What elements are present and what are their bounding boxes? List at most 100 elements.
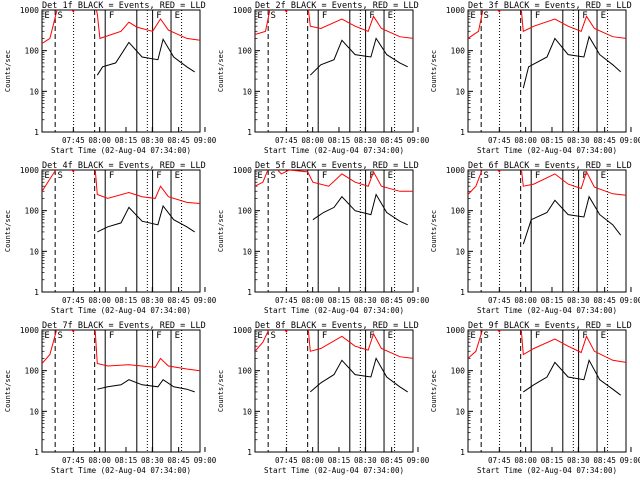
series-events-line xyxy=(309,357,408,393)
region-label: F xyxy=(322,171,327,181)
x-tick-label: 08:30 xyxy=(567,456,590,465)
y-tick-label: 10 xyxy=(455,87,465,96)
panel-1: Det_1f BLACK = Events, RED = LLD 1 10 100 10… xyxy=(4,1,217,155)
y-tick-label: 10 xyxy=(242,407,252,416)
y-tick-label: 10 xyxy=(29,87,39,96)
panel-9: Det_9f BLACK = Events, RED = LLD 1 10 100 10… xyxy=(430,321,640,475)
y-axis-label: Counts/sec xyxy=(217,50,225,92)
chart-title: Det_4f BLACK = Events, RED = LLD xyxy=(42,161,206,171)
panel-3: Det_3f BLACK = Events, RED = LLD 1 10 100 10… xyxy=(430,1,640,155)
region-label: E xyxy=(470,171,475,181)
y-tick-label: 1 xyxy=(34,288,39,297)
x-tick-label: 08:00 xyxy=(514,456,537,465)
chart-title: Det_5f BLACK = Events, RED = LLD xyxy=(255,161,419,171)
x-tick-label: 08:45 xyxy=(593,456,616,465)
x-tick-label: 08:30 xyxy=(141,296,164,305)
x-tick-label: 09:00 xyxy=(407,296,430,305)
x-tick-label: 08:45 xyxy=(593,296,616,305)
x-tick-label: 07:45 xyxy=(275,456,298,465)
x-axis-label: Start Time (02-Aug-04 07:34:00) xyxy=(51,466,191,475)
y-tick-label: 1 xyxy=(460,128,465,137)
region-label: E xyxy=(175,331,180,341)
chart-title: Det_2f BLACK = Events, RED = LLD xyxy=(255,1,419,11)
x-tick-label: 07:45 xyxy=(62,456,85,465)
x-tick-label: 08:00 xyxy=(301,136,324,145)
y-tick-label: 1 xyxy=(460,448,465,457)
series-lld-line xyxy=(468,10,626,39)
x-tick-label: 08:30 xyxy=(354,456,377,465)
y-tick-label: 10 xyxy=(455,407,465,416)
x-tick-label: 08:00 xyxy=(514,136,537,145)
plot-frame xyxy=(254,169,414,293)
y-tick-label: 1000 xyxy=(20,326,39,335)
chart-title: Det_6f BLACK = Events, RED = LLD xyxy=(468,161,632,171)
plot-frame xyxy=(467,169,627,293)
region-label: E xyxy=(44,171,49,181)
series-events-line xyxy=(97,379,195,393)
region-label: F xyxy=(535,171,540,181)
series-lld-line xyxy=(42,330,200,372)
y-tick-label: 10 xyxy=(29,407,39,416)
series-events-line xyxy=(522,195,622,245)
region-label: E xyxy=(175,11,180,21)
x-tick-label: 09:00 xyxy=(620,456,640,465)
x-tick-label: 08:00 xyxy=(301,456,324,465)
y-tick-label: 1 xyxy=(247,128,252,137)
region-label: F xyxy=(109,11,114,21)
plot-frame xyxy=(467,329,627,453)
y-tick-label: 10 xyxy=(242,87,252,96)
region-label: F xyxy=(535,11,540,21)
region-label: E xyxy=(44,331,49,341)
y-tick-label: 10 xyxy=(455,247,465,256)
x-tick-label: 07:45 xyxy=(62,136,85,145)
x-tick-label: 08:45 xyxy=(167,296,190,305)
region-label: E xyxy=(257,331,262,341)
panel-7: Det_7f BLACK = Events, RED = LLD 1 10 100 10… xyxy=(4,321,217,475)
x-tick-label: 09:00 xyxy=(194,136,217,145)
series-lld-line xyxy=(255,330,413,359)
x-axis-label: Start Time (02-Aug-04 07:34:00) xyxy=(264,146,404,155)
region-label: F xyxy=(369,11,374,21)
x-tick-label: 09:00 xyxy=(620,136,640,145)
x-tick-label: 09:00 xyxy=(620,296,640,305)
x-tick-label: 07:45 xyxy=(275,136,298,145)
region-label: S xyxy=(483,11,488,21)
series-events-line xyxy=(309,37,408,76)
region-label: S xyxy=(483,171,488,181)
y-tick-label: 100 xyxy=(451,367,466,376)
series-lld-line xyxy=(42,10,200,44)
region-label: F xyxy=(322,11,327,21)
series-lld-line xyxy=(255,170,413,192)
y-tick-label: 1000 xyxy=(233,326,252,335)
y-tick-label: 1000 xyxy=(20,6,39,15)
region-label: F xyxy=(322,331,327,341)
y-axis-label: Counts/sec xyxy=(4,370,12,412)
region-label: F xyxy=(582,331,587,341)
x-tick-label: 08:45 xyxy=(167,456,190,465)
y-tick-label: 100 xyxy=(238,367,253,376)
y-axis-label: Counts/sec xyxy=(430,370,438,412)
region-label: F xyxy=(109,171,114,181)
x-axis-label: Start Time (02-Aug-04 07:34:00) xyxy=(264,466,404,475)
y-tick-label: 100 xyxy=(25,207,40,216)
x-tick-label: 08:30 xyxy=(141,456,164,465)
panel-4: Det_4f BLACK = Events, RED = LLD 1 10 100 10… xyxy=(4,161,217,315)
x-tick-label: 08:00 xyxy=(88,296,111,305)
region-label: E xyxy=(601,331,606,341)
y-tick-label: 100 xyxy=(25,367,40,376)
x-tick-label: 07:45 xyxy=(488,456,511,465)
y-axis-label: Counts/sec xyxy=(217,210,225,252)
y-tick-label: 1000 xyxy=(446,6,465,15)
y-tick-label: 1 xyxy=(34,448,39,457)
y-tick-label: 1 xyxy=(247,448,252,457)
region-label: S xyxy=(57,11,62,21)
x-axis-label: Start Time (02-Aug-04 07:34:00) xyxy=(51,146,191,155)
region-label: E xyxy=(257,171,262,181)
x-tick-label: 08:15 xyxy=(541,296,564,305)
x-axis-label: Start Time (02-Aug-04 07:34:00) xyxy=(51,306,191,315)
x-tick-label: 07:45 xyxy=(62,296,85,305)
x-tick-label: 07:45 xyxy=(488,136,511,145)
series-events-line xyxy=(97,204,195,233)
x-tick-label: 08:45 xyxy=(380,296,403,305)
